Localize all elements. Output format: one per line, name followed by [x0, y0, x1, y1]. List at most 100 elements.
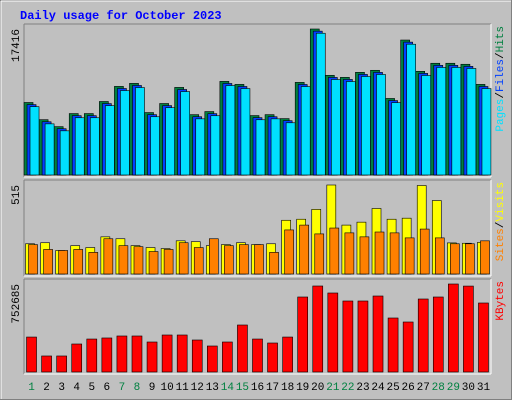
bar: [240, 88, 251, 176]
bar: [436, 67, 447, 176]
x-tick-label: 9: [149, 382, 156, 394]
bar: [191, 339, 203, 373]
bar: [225, 85, 236, 176]
x-tick-label: 16: [251, 382, 264, 394]
bar: [346, 81, 356, 176]
bar: [269, 252, 279, 275]
bar: [176, 334, 188, 373]
bar: [180, 91, 190, 176]
x-tick-label: 10: [161, 382, 174, 394]
bar: [133, 246, 144, 275]
legend-entry: Files: [495, 59, 507, 92]
bar: [43, 249, 53, 275]
x-tick-label: 26: [402, 382, 415, 394]
bar: [222, 341, 233, 373]
bar: [406, 43, 416, 176]
bar: [465, 243, 475, 275]
bar: [331, 79, 341, 176]
bar: [270, 118, 281, 176]
x-tick-label: 28: [432, 382, 445, 394]
x-tick-label: 17: [266, 382, 279, 394]
legend-separator: /: [495, 222, 507, 229]
bar: [74, 117, 85, 176]
x-tick-label: 31: [477, 382, 491, 394]
bar: [284, 229, 294, 275]
bar: [255, 119, 266, 176]
legend: Pages/Files/Hits: [495, 26, 507, 132]
x-tick-label: 25: [386, 382, 399, 394]
bar: [224, 245, 234, 275]
x-tick-label: 30: [462, 382, 475, 394]
bar: [41, 355, 52, 373]
bar: [161, 334, 173, 373]
x-tick-label: 5: [88, 382, 95, 394]
bar: [178, 242, 189, 275]
bar: [163, 249, 174, 275]
bar: [361, 76, 371, 176]
legend-entry: Pages: [495, 99, 507, 132]
bar: [239, 244, 249, 275]
x-tick-label: 14: [221, 382, 235, 394]
y-tick-label: 17416: [11, 29, 23, 62]
bar: [478, 302, 489, 373]
bar: [207, 345, 218, 373]
bar: [148, 251, 159, 275]
x-tick-label: 24: [371, 382, 385, 394]
bar: [193, 247, 204, 275]
bar: [120, 90, 130, 176]
bar: [101, 337, 113, 373]
bar: [359, 236, 370, 275]
bar: [389, 232, 400, 275]
bar: [432, 296, 444, 373]
bar: [105, 105, 115, 176]
legend-entry: Sites: [495, 228, 507, 261]
bar: [26, 336, 37, 373]
bar: [312, 285, 324, 373]
bar: [357, 300, 369, 373]
bar: [195, 118, 206, 176]
bar: [327, 292, 339, 373]
bar: [44, 123, 55, 176]
bar: [56, 355, 67, 373]
x-tick-label: 1: [28, 382, 35, 394]
x-tick-label: 8: [134, 382, 141, 394]
bar: [285, 122, 296, 176]
bar: [89, 117, 100, 176]
bar: [28, 244, 38, 275]
bar: [402, 321, 414, 373]
x-tick-label: 6: [104, 382, 111, 394]
legend-separator: /: [495, 52, 507, 59]
bar: [297, 296, 308, 373]
bar: [146, 341, 158, 373]
bar: [480, 240, 490, 275]
bar: [374, 231, 385, 275]
x-tick-label: 29: [447, 382, 460, 394]
x-tick-label: 19: [296, 382, 309, 394]
x-tick-label: 18: [281, 382, 294, 394]
bar: [387, 317, 399, 373]
y-tick-label: 515: [11, 185, 23, 205]
bar: [103, 238, 114, 275]
bar: [58, 250, 68, 275]
x-tick-label: 23: [356, 382, 369, 394]
bar: [59, 130, 70, 176]
bar: [344, 232, 355, 275]
bar: [267, 342, 278, 373]
chart-title: Daily usage for October 2023: [20, 9, 222, 23]
bar: [421, 75, 432, 176]
bar: [150, 116, 160, 176]
bar: [116, 335, 128, 373]
bar: [450, 243, 460, 275]
bar: [404, 237, 415, 275]
legend-separator: /: [495, 92, 507, 99]
y-tick-label: 752685: [11, 284, 23, 324]
bar: [372, 295, 384, 373]
bar: [391, 102, 401, 176]
bar: [448, 283, 459, 373]
bar: [131, 335, 143, 373]
bar: [210, 115, 221, 176]
bar: [417, 298, 429, 373]
bar: [86, 338, 98, 373]
x-tick-label: 3: [58, 382, 65, 394]
